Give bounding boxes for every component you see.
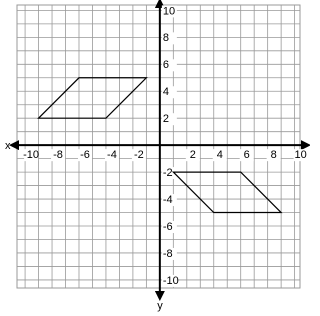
x-tick-label: 10: [294, 149, 306, 161]
tick-label-bg: [161, 194, 177, 207]
y-tick-label: -8: [163, 248, 173, 260]
y-tick-label: -4: [163, 194, 173, 206]
y-tick-label: 6: [163, 59, 169, 71]
tick-label-bg: [239, 149, 254, 162]
x-tick-label: 6: [244, 149, 250, 161]
parallelogram: [171, 171, 283, 214]
y-tick-label: -2: [163, 167, 173, 179]
x-tick-label: -2: [134, 149, 144, 161]
y-tick-label: 4: [163, 86, 169, 98]
grid-border: [16, 4, 301, 289]
x-tick-label: -10: [23, 149, 39, 161]
chart: x y -10 -8 -6 -4 -2 2 4 6 8 10 10 8 6 4 2 -2 -4 -6 -8 -10: [5, 0, 310, 312]
tick-label-bg: [185, 149, 200, 162]
y-tick-label: 8: [163, 32, 169, 44]
tick-label-bg: [104, 149, 119, 162]
tick-label-bg: [161, 113, 177, 126]
y-axis-label: y: [157, 300, 163, 312]
y-tick-label: -6: [163, 221, 173, 233]
y-tick-label: -10: [163, 275, 179, 287]
tick-label-bg: [161, 32, 177, 45]
grid: [16, 4, 301, 289]
tick-label-bg: [51, 149, 66, 162]
tick-label-bg: [266, 149, 281, 162]
tick-label-bg: [161, 5, 177, 18]
x-tick-label: -4: [107, 149, 117, 161]
tick-label-bg: [293, 149, 308, 162]
tick-label-bg: [161, 59, 177, 72]
x-axis-label: x: [5, 140, 11, 152]
tick-label-bg: [161, 167, 177, 180]
x-tick-label: -6: [80, 149, 90, 161]
axes: [9, 0, 310, 301]
tick-label-bg: [24, 149, 39, 162]
tick-label-bg: [131, 149, 146, 162]
x-tick-label: 4: [217, 149, 223, 161]
tick-label-bg: [161, 86, 177, 99]
parallelogram: [37, 77, 148, 119]
tick-label-bg: [212, 149, 227, 162]
y-tick-label: 10: [163, 5, 175, 17]
y-tick-label: 2: [163, 113, 169, 125]
tick-label-bg: [161, 221, 177, 234]
tick-label-bg: [161, 247, 177, 260]
x-tick-label: -8: [53, 149, 63, 161]
x-tick-label: 8: [271, 149, 277, 161]
x-tick-label: 2: [190, 149, 196, 161]
tick-label-bg: [161, 274, 177, 287]
tick-label-bg: [77, 149, 92, 162]
